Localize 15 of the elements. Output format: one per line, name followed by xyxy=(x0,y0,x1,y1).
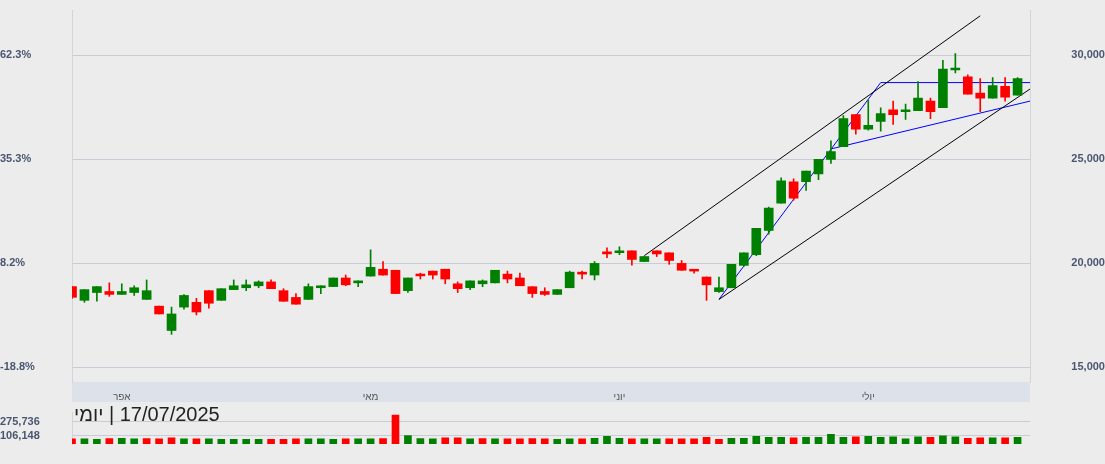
y-tick-label: 106,148 xyxy=(0,428,40,441)
x-tick-label: יולי xyxy=(861,390,875,402)
y2-tick-label: 35.3% xyxy=(0,152,32,165)
y-tick-label: 25,000 xyxy=(1071,152,1105,165)
x-tick-label: מאי xyxy=(362,390,379,402)
x-tick-label: יוני xyxy=(613,390,626,402)
y2-tick-label: 8.2% xyxy=(0,256,26,269)
y-tick-label: 275,736 xyxy=(0,414,40,427)
y2-tick-label: -18.8% xyxy=(0,360,36,373)
y2-tick-label: 62.3% xyxy=(0,48,32,61)
y-tick-label: 20,000 xyxy=(1071,256,1105,269)
y-tick-label: 15,000 xyxy=(1071,360,1105,373)
chart-title: 17/07/2025 | יומי xyxy=(74,402,220,426)
y-tick-label: 30,000 xyxy=(1071,48,1105,61)
x-tick-label: אפר xyxy=(112,390,132,402)
